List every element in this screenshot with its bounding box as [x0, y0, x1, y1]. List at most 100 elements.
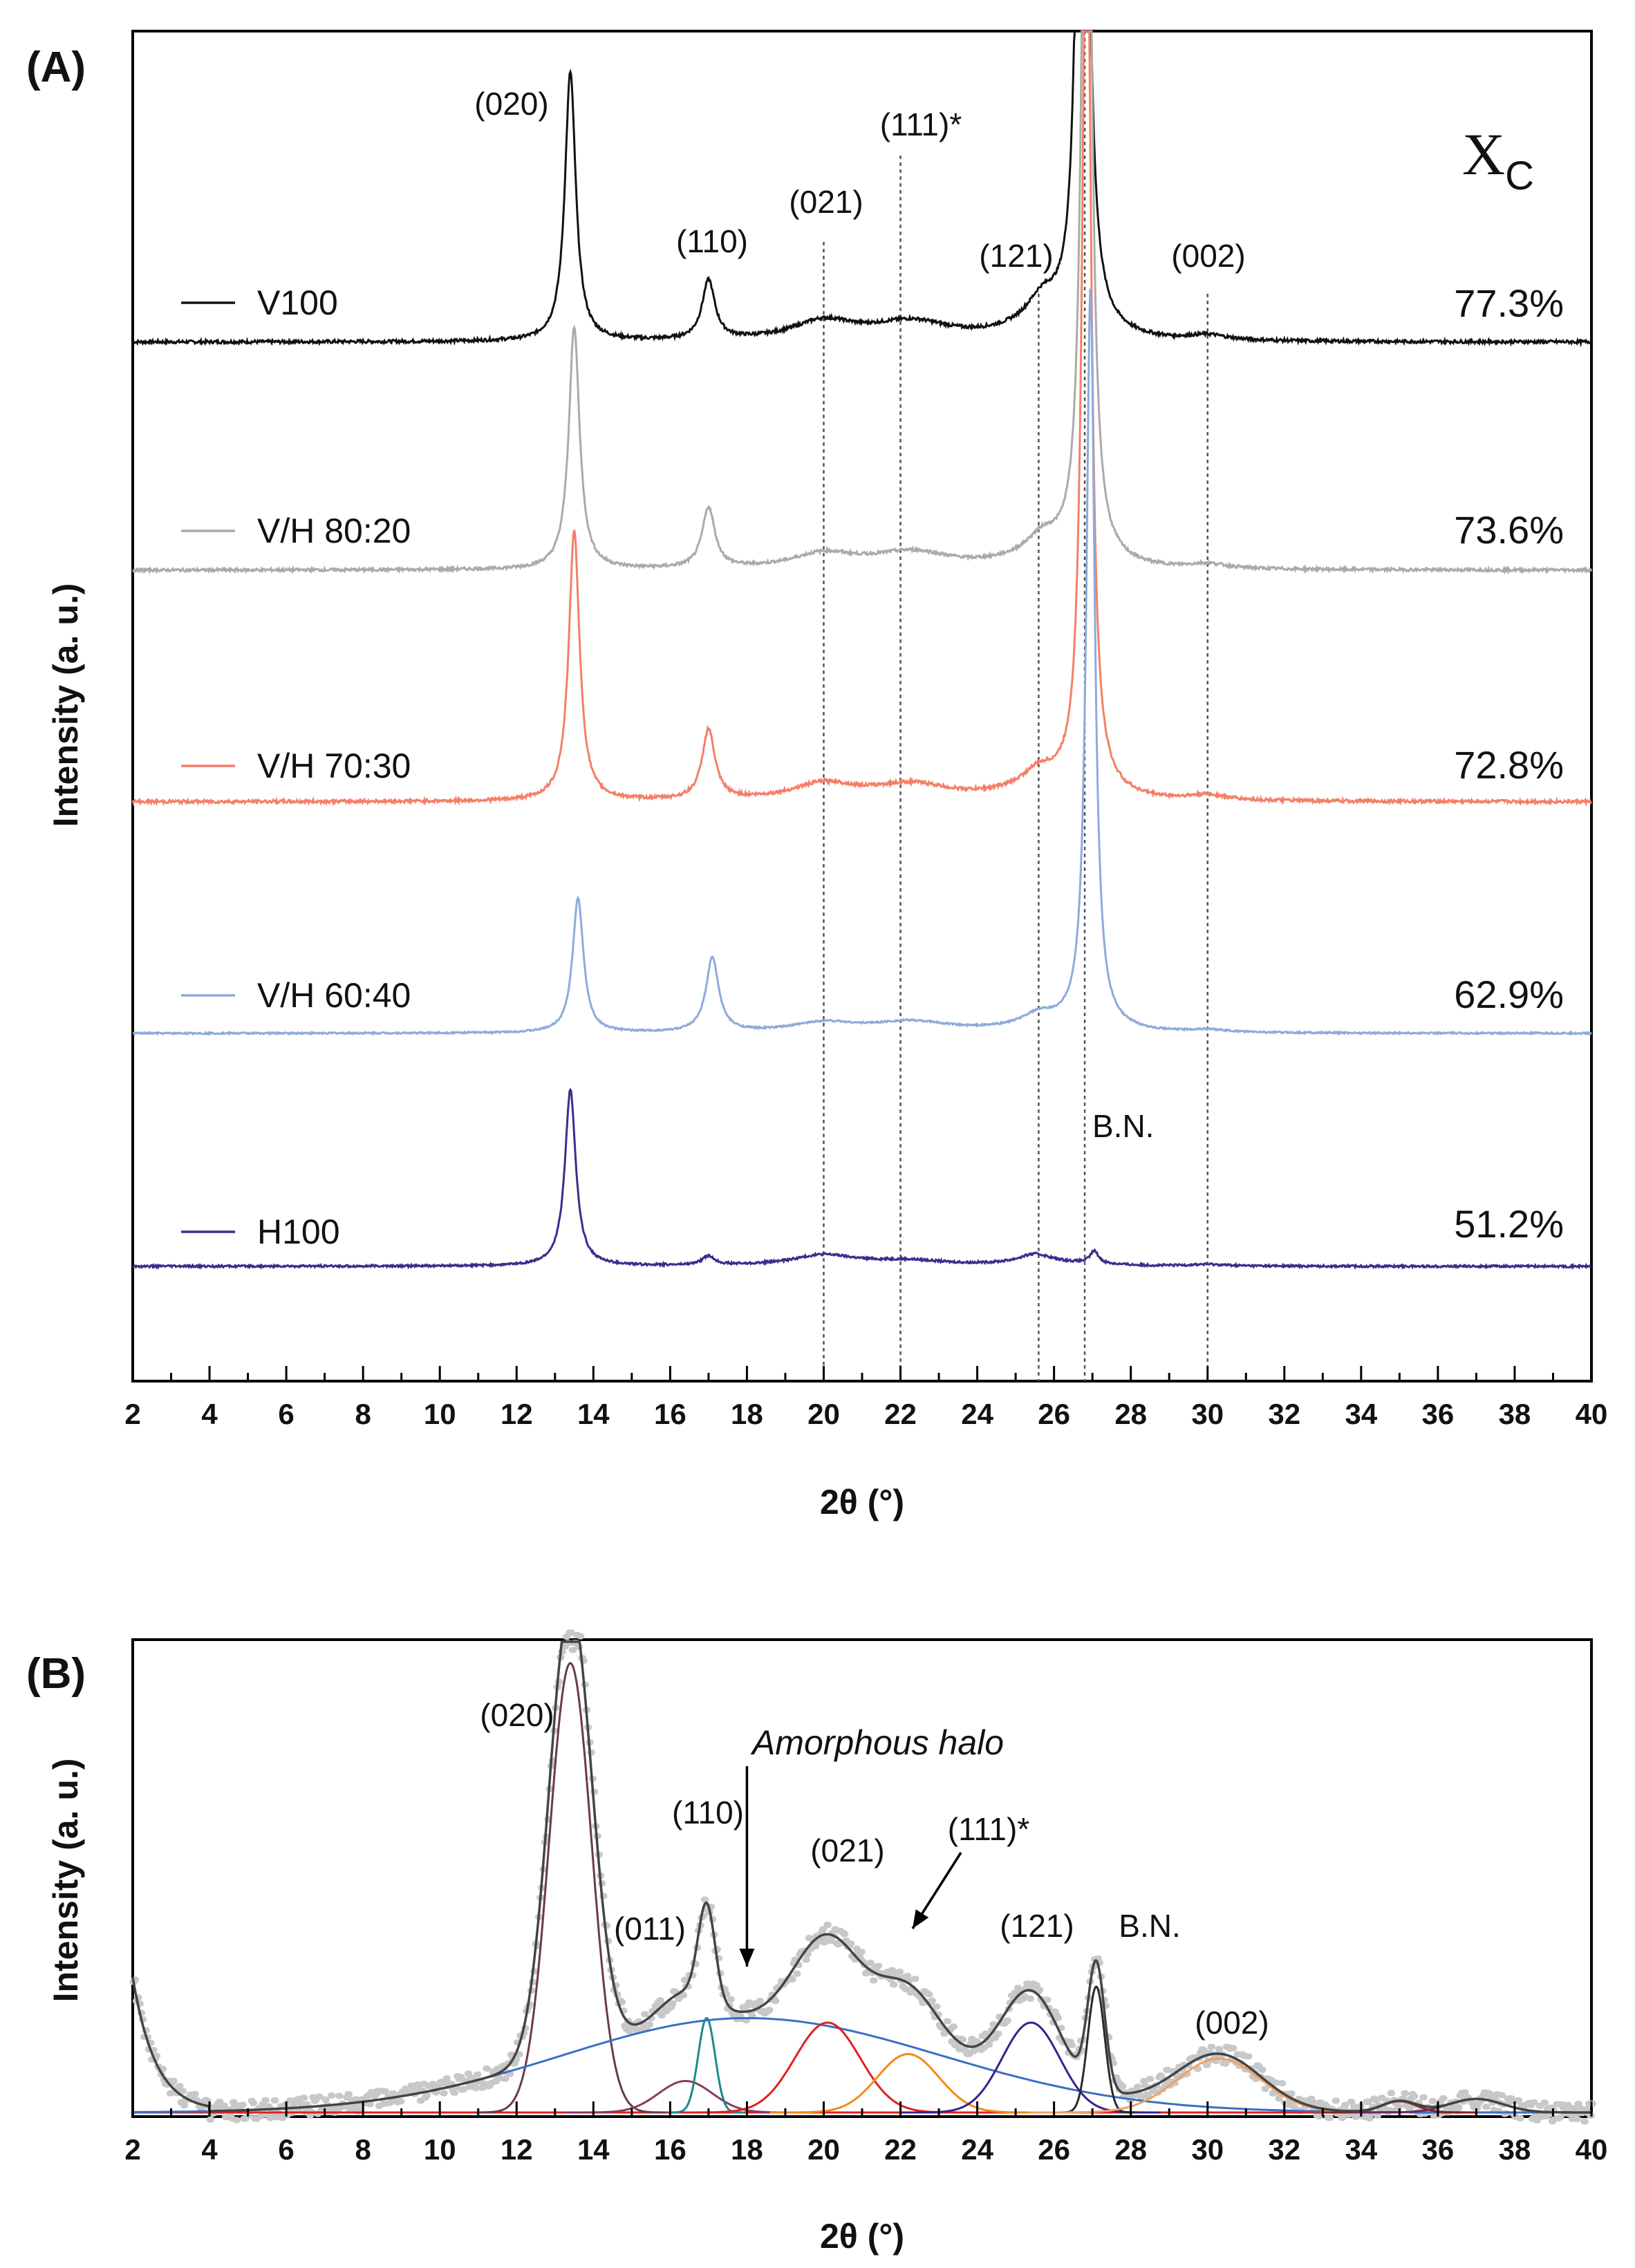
peak-111-arrow-head — [913, 1909, 929, 1929]
panel-b-label: (B) — [26, 1650, 86, 1698]
crystallinity-value: 62.9% — [1454, 973, 1564, 1016]
crystallinity-value: 77.3% — [1454, 281, 1564, 325]
panel-a-x-axis-label: 2θ (°) — [820, 1483, 904, 1521]
amorphous-halo-arrow-head — [739, 1949, 755, 1967]
panel-a-frame — [131, 30, 1593, 1383]
series-line-2 — [131, 30, 1593, 576]
panel-b-tick-label: 34 — [1345, 2133, 1377, 2166]
series-line-1 — [132, 30, 1593, 348]
panel-a-tick-label: 10 — [424, 1398, 456, 1430]
panel-b-x-ticks: 2 4 6 8 10 12 14 16 18 20 22 24 26 28 30 32 34 36 38 40 — [124, 2101, 1607, 2166]
panel-a-tick-label: 28 — [1114, 1398, 1147, 1430]
panel-a-tick-label: 30 — [1191, 1398, 1224, 1430]
panel-a-tick-label: 18 — [731, 1398, 763, 1430]
panel-b-tick-label: 16 — [654, 2133, 686, 2166]
panel-a-tick-label: 16 — [654, 1398, 686, 1430]
fit-component-2 — [564, 2080, 807, 2114]
fit-component-7 — [901, 2021, 1161, 2114]
peak-label: (111)* — [880, 106, 962, 142]
panel-b-tick-label: 26 — [1038, 2133, 1070, 2166]
panel-a-tick-label: 12 — [501, 1398, 533, 1430]
panel-b-tick-label: 10 — [424, 2133, 456, 2166]
fit-component-3 — [669, 2016, 745, 2114]
peak-label: Amorphous halo — [750, 1723, 1004, 1762]
panel-a-tick-label: 34 — [1345, 1398, 1377, 1430]
series-line-3 — [131, 30, 1592, 807]
xc-header-sub: C — [1505, 153, 1534, 198]
panel-a-curves — [131, 30, 1593, 1271]
peak-label: (020) — [480, 1697, 554, 1733]
peak-label: (111)* — [948, 1811, 1030, 1847]
peak-label: (021) — [810, 1833, 884, 1868]
panel-a-tick-label: 4 — [201, 1398, 218, 1430]
panel-b-fit-envelope — [131, 1640, 1591, 2114]
panel-b: (B) 2 4 6 8 10 12 14 16 18 20 22 24 26 28 30 32 34 36 38 40… — [26, 1629, 1607, 2256]
panel-b-tick-label: 30 — [1191, 2133, 1224, 2166]
panel-a-tick-label: 6 — [278, 1398, 294, 1430]
panel-a-xc-header: XC — [1462, 121, 1534, 198]
panel-b-tick-label: 28 — [1114, 2133, 1147, 2166]
panel-b-y-axis-label: Intensity (a. u.) — [46, 1759, 85, 2003]
legend-label: H100 — [257, 1212, 340, 1251]
panel-a-crystallinity: 77.3% 73.6% 72.8% 62.9% 51.2% — [1454, 281, 1564, 1246]
panel-a-tick-label: 26 — [1038, 1398, 1070, 1430]
fit-envelope-line — [131, 1640, 1591, 2114]
panel-b-tick-label: 4 — [201, 2133, 218, 2166]
panel-a-label: (A) — [26, 44, 86, 91]
panel-b-tick-label: 38 — [1499, 2133, 1531, 2166]
peak-label: (002) — [1195, 2005, 1269, 2041]
crystallinity-value: 51.2% — [1454, 1202, 1564, 1246]
panel-a-tick-label: 32 — [1268, 1398, 1300, 1430]
panel-a-tick-label: 2 — [124, 1398, 140, 1430]
peak-label: (121) — [1000, 1908, 1074, 1944]
legend-label: V/H 60:40 — [257, 976, 411, 1015]
peak-label: (011) — [614, 1911, 686, 1947]
panel-b-tick-label: 2 — [124, 2133, 140, 2166]
panel-b-frame — [131, 1638, 1593, 2118]
panel-a-y-axis-label: Intensity (a. u.) — [46, 583, 85, 827]
panel-a-tick-label: 8 — [355, 1398, 371, 1430]
crystallinity-value: 73.6% — [1454, 508, 1564, 552]
panel-a-tick-label: 36 — [1422, 1398, 1455, 1430]
panel-a-tick-label: 20 — [807, 1398, 840, 1430]
peak-label: B.N. — [1119, 1908, 1180, 1944]
fit-component-8 — [1058, 1985, 1134, 2114]
legend-label: V/H 80:20 — [257, 512, 411, 550]
panel-a-tick-label: 22 — [884, 1398, 917, 1430]
panel-b-raw-data — [129, 1629, 1596, 2125]
panel-b-tick-label: 36 — [1422, 2133, 1455, 2166]
panel-b-tick-label: 6 — [278, 2133, 294, 2166]
series-line-5 — [132, 1087, 1592, 1271]
panel-a-guide-lines — [823, 31, 1208, 1381]
crystallinity-value: 72.8% — [1454, 743, 1564, 787]
panel-a: (A) 2 4 6 8 10 12 14 16 18 20 22 24 26 28 30 32 34 36 38 40… — [26, 30, 1607, 1521]
panel-b-tick-label: 22 — [884, 2133, 917, 2166]
panel-a-x-ticks: 2 4 6 8 10 12 14 16 18 20 22 24 26 28 30 32 34 36 38 40 — [124, 1366, 1607, 1430]
panel-a-legend: V100 V/H 80:20 V/H 70:30 V/H 60:40 H100 — [181, 283, 411, 1251]
panel-b-tick-label: 32 — [1268, 2133, 1300, 2166]
peak-label: (110) — [672, 1794, 744, 1830]
panel-b-tick-label: 20 — [807, 2133, 840, 2166]
peak-label: (020) — [474, 86, 548, 122]
panel-a-tick-label: 40 — [1576, 1398, 1608, 1430]
panel-a-tick-label: 14 — [577, 1398, 610, 1430]
raw-data-points — [129, 1629, 1596, 2125]
legend-label: V100 — [257, 283, 338, 322]
panel-b-peak-labels: (020) (011) (110)Amorphous halo (021) (111)*… — [480, 1697, 1269, 2041]
panel-b-tick-label: 24 — [961, 2133, 993, 2166]
panel-a-tick-label: 38 — [1499, 1398, 1531, 1430]
panel-a-bn-label: B.N. — [1092, 1108, 1154, 1144]
panel-b-tick-label: 12 — [501, 2133, 533, 2166]
panel-b-tick-label: 8 — [355, 2133, 371, 2166]
fit-component-6 — [769, 2053, 1047, 2114]
peak-label: (021) — [789, 184, 863, 220]
peak-label: (121) — [979, 238, 1053, 274]
peak-label: (002) — [1171, 238, 1245, 274]
legend-label: V/H 70:30 — [257, 747, 411, 785]
peak-label: (110) — [676, 223, 748, 259]
series-line-4 — [132, 288, 1593, 1036]
panel-b-tick-label: 14 — [577, 2133, 610, 2166]
panel-b-tick-label: 40 — [1576, 2133, 1608, 2166]
panel-a-peak-labels: (020) (110) (021) (111)* (121) (002) — [474, 86, 1245, 274]
